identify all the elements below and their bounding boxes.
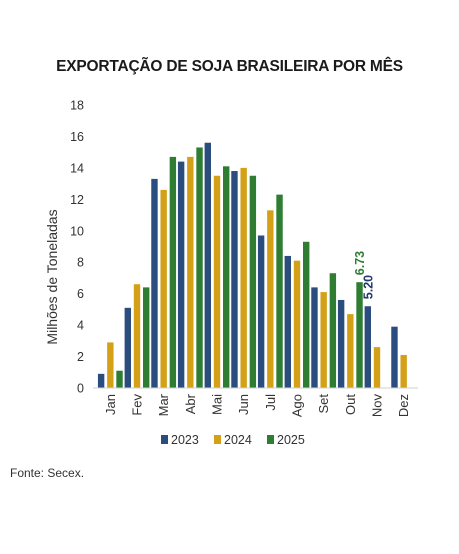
y-axis: 0 2 4 6 8 10 12 14 16 18 — [70, 99, 84, 396]
y-tick-label: 14 — [70, 161, 84, 175]
x-tick-label: Out — [343, 394, 358, 415]
bar-2023-Nov — [364, 306, 371, 388]
bar-2025-Mai — [223, 166, 230, 388]
source-note: Fonte: Secex. — [10, 466, 85, 480]
y-tick-label: 4 — [77, 319, 84, 333]
legend-swatch — [267, 435, 274, 444]
bar-2024-Mai — [213, 175, 221, 388]
bar-2024-Jan — [107, 342, 114, 388]
bar-2025-Set — [329, 273, 337, 388]
bar-2023-Jun — [231, 171, 238, 388]
legend-label: 2024 — [224, 433, 252, 447]
data-label: 5.20 — [361, 275, 375, 299]
legend: 2023 2024 2025 — [161, 433, 305, 447]
x-tick-label: Dez — [396, 394, 411, 417]
bars — [97, 142, 407, 388]
bar-2024-Dez — [400, 354, 407, 388]
x-tick-label: Abr — [183, 393, 198, 414]
bar-2023-Abr — [177, 161, 185, 388]
bar-2025-Mar — [169, 156, 177, 388]
y-axis-title: Milhões de Toneladas — [44, 209, 60, 344]
bar-2023-Mar — [151, 178, 158, 388]
bar-2025-Jun — [249, 175, 257, 388]
bar-2024-Mar — [160, 189, 167, 388]
bar-2023-Fev — [124, 307, 131, 388]
y-tick-label: 16 — [70, 130, 84, 144]
x-axis: Jan Fev Mar Abr Mai Jun Jul Ago Set Out Nov Dez — [93, 387, 418, 418]
legend-swatch — [214, 435, 221, 444]
y-tick-label: 12 — [70, 193, 84, 207]
data-label: 6.73 — [353, 251, 367, 275]
x-tick-label: Jun — [236, 394, 251, 415]
bar-2024-Out — [347, 314, 354, 388]
x-tick-label: Ago — [290, 394, 305, 417]
bar-2025-Jul — [276, 194, 283, 388]
bar-2023-Dez — [391, 326, 398, 388]
bar-2024-Abr — [187, 156, 194, 388]
legend-label: 2025 — [277, 433, 305, 447]
x-tick-label: Mai — [210, 394, 225, 415]
bar-2023-Jan — [97, 373, 105, 388]
y-tick-label: 18 — [70, 99, 84, 113]
legend-label: 2023 — [171, 433, 199, 447]
y-tick-label: 0 — [77, 382, 84, 396]
y-tick-label: 8 — [77, 256, 84, 270]
bar-2025-Abr — [196, 147, 203, 388]
bar-2023-Set — [311, 287, 318, 388]
bar-2024-Nov — [373, 347, 381, 388]
bar-2025-Ago — [303, 241, 310, 388]
x-tick-label: Mar — [156, 393, 171, 416]
x-tick-label: Nov — [370, 394, 385, 418]
bar-2023-Out — [337, 299, 345, 388]
x-tick-label: Fev — [130, 394, 145, 416]
bar-2024-Jun — [240, 167, 247, 388]
annotations: 6.735.20 — [353, 251, 375, 299]
bar-2024-Jul — [267, 210, 274, 388]
x-tick-label: Jul — [263, 394, 278, 411]
legend-swatch — [161, 435, 168, 444]
y-tick-label: 2 — [77, 350, 84, 364]
bar-2025-Out — [356, 282, 363, 388]
y-tick-label: 10 — [70, 224, 84, 238]
bar-2023-Mai — [204, 142, 211, 388]
x-tick-label: Set — [316, 394, 331, 414]
y-tick-label: 6 — [77, 287, 84, 301]
bar-2023-Ago — [284, 255, 291, 388]
bar-2024-Ago — [293, 260, 301, 388]
bar-2024-Set — [320, 292, 327, 388]
bar-2025-Jan — [116, 370, 123, 388]
bar-2025-Fev — [143, 287, 150, 388]
chart-title: EXPORTAÇÃO DE SOJA BRASILEIRA POR MÊS — [56, 58, 403, 75]
bar-2024-Fev — [133, 284, 141, 388]
bar-2023-Jul — [257, 235, 265, 388]
x-tick-label: Jan — [103, 394, 118, 415]
